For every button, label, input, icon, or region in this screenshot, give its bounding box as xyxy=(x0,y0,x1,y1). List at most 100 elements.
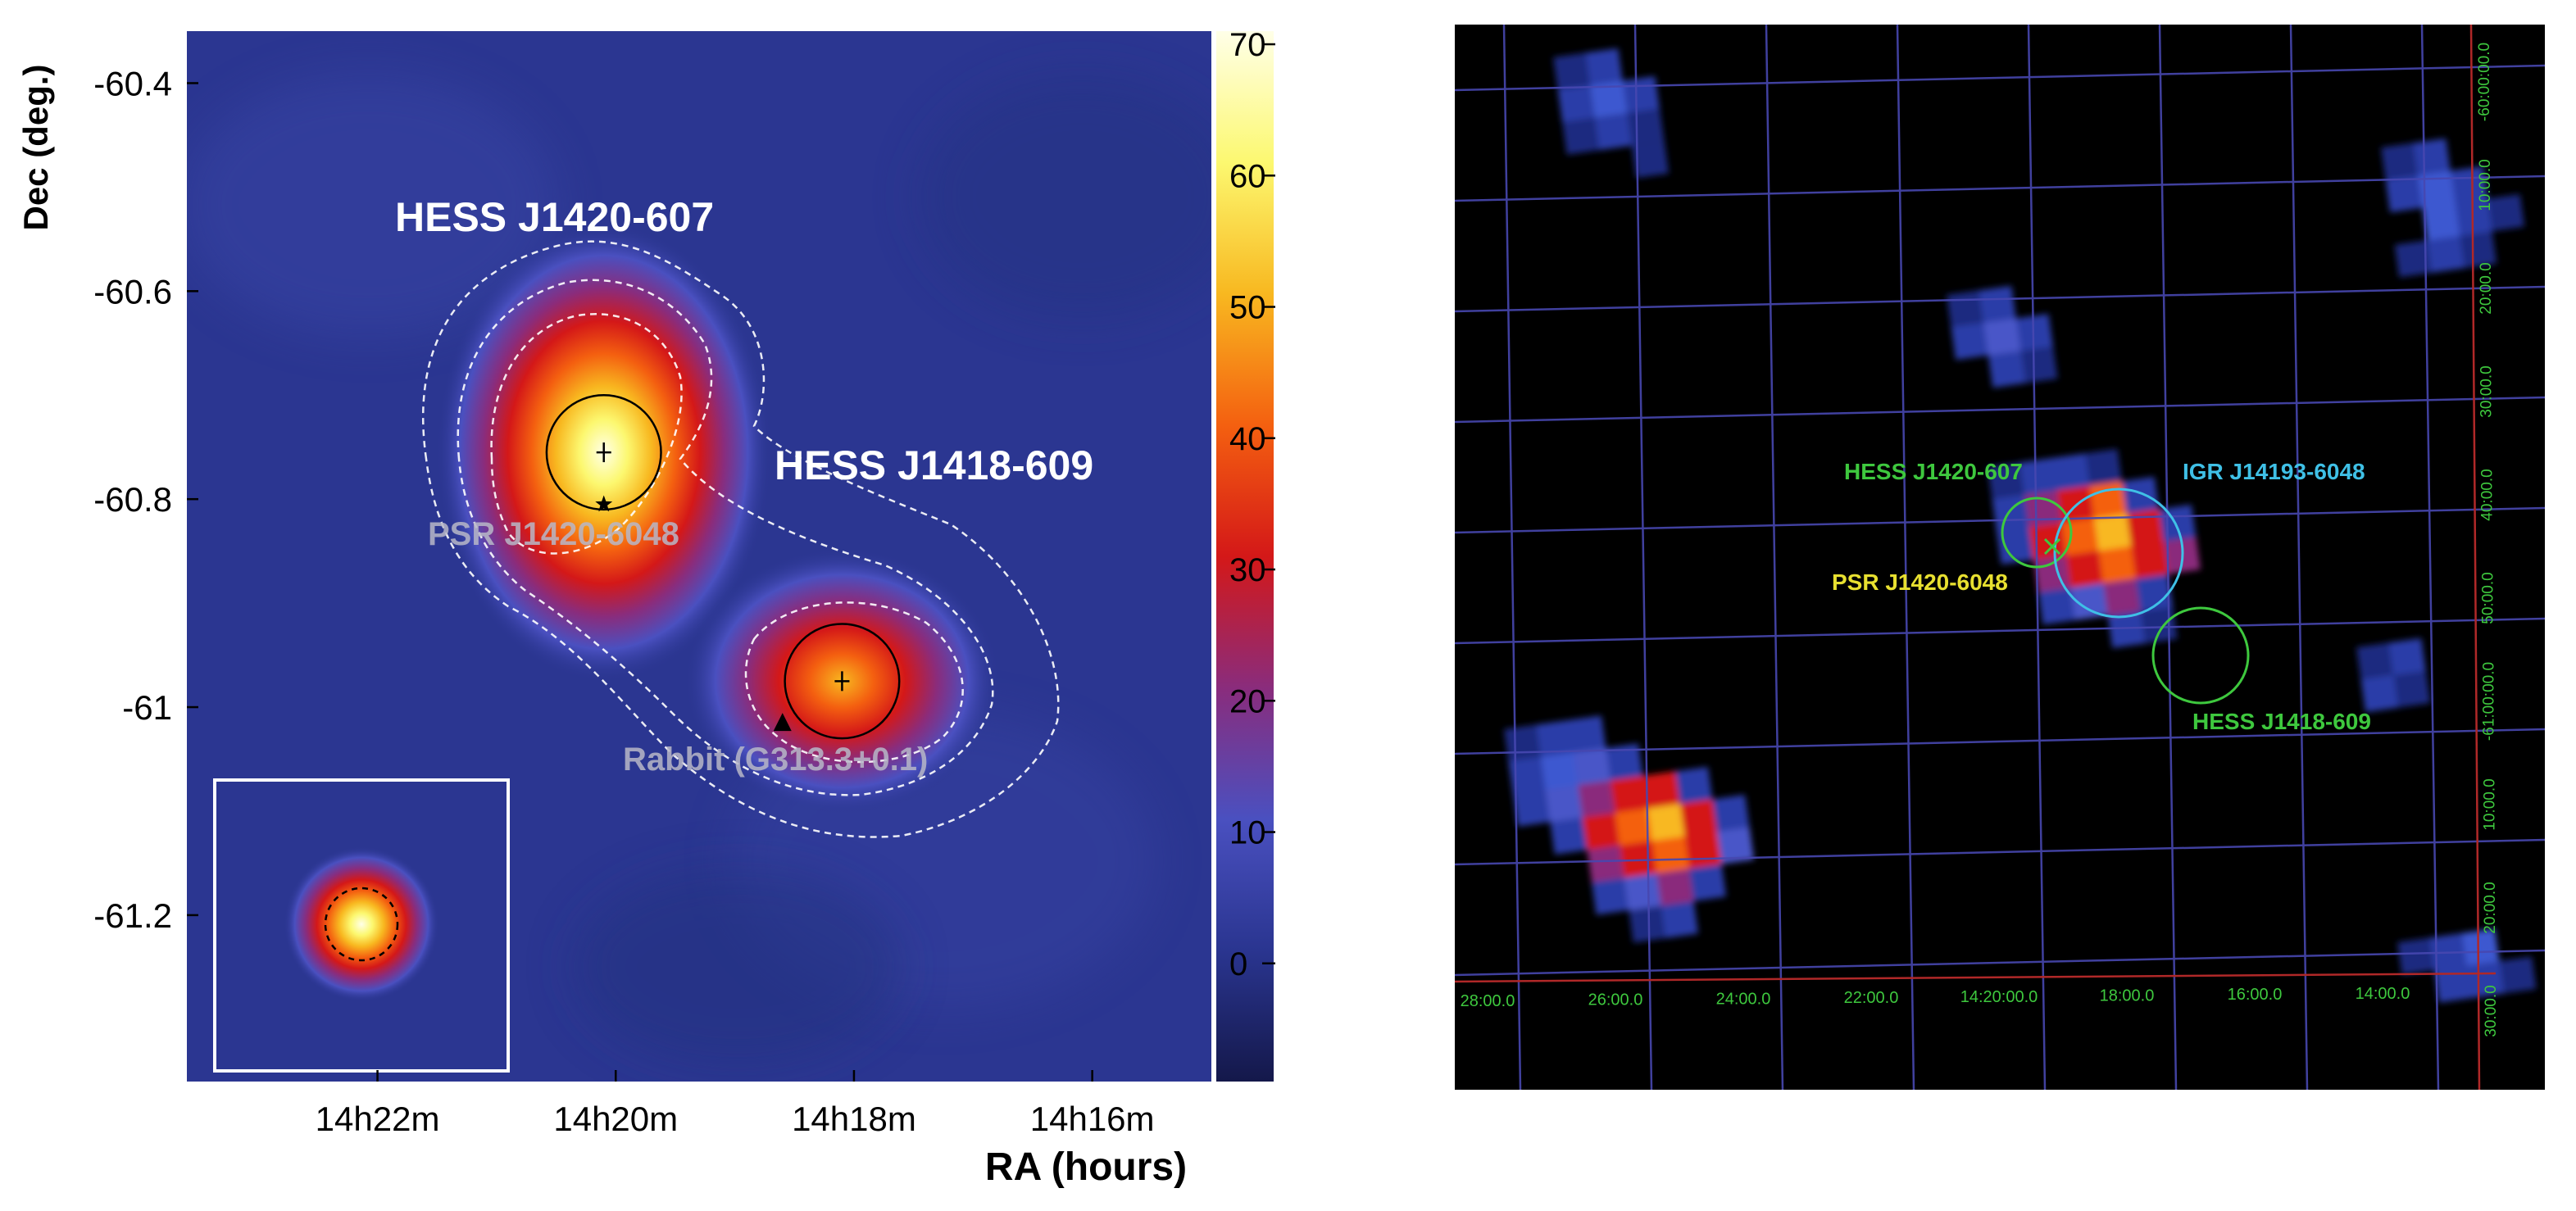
ra-tick-label: 16:00.0 xyxy=(2228,986,2283,1004)
x-axis: 14h22m 14h20m 14h18m 14h16m xyxy=(316,1070,1155,1138)
snr-triangle-icon xyxy=(773,713,792,732)
ra-tick-labels: 28:00.0 26:00.0 24:00.0 22:00.0 14:20:00.0 18… xyxy=(1461,985,2410,1010)
ra-tick-label: 24:00.0 xyxy=(1716,990,1771,1008)
ra-tick-label: 28:00.0 xyxy=(1461,992,1515,1010)
map-emission xyxy=(187,74,1211,1073)
xray-image-panel: HESS J1420-607 IGR J14193-6048 PSR J1420… xyxy=(1454,24,2546,1091)
frame-axis-right xyxy=(2469,24,2481,1091)
psr-cross-icon xyxy=(2043,537,2061,556)
xray-blob-bottom-right xyxy=(2397,928,2537,1003)
ra-tick-label: 14:00.0 xyxy=(2356,985,2410,1003)
colorbar-tick-label: 70 xyxy=(1229,27,1266,63)
grid-line xyxy=(1633,24,1653,1091)
colorbar-tick-label: 0 xyxy=(1229,946,1247,982)
colorbar-tick-label: 60 xyxy=(1229,158,1266,194)
xray-image-svg: HESS J1420-607 IGR J14193-6048 PSR J1420… xyxy=(1454,24,2546,1091)
grid-line xyxy=(1454,396,2546,424)
psf-inset-blob xyxy=(284,846,439,1002)
fit-circle-hess-j1420-607 xyxy=(545,394,662,511)
grid-line xyxy=(1454,949,2546,977)
grid-line xyxy=(1454,838,2546,866)
dec-tick-label: -61:00:00.0 xyxy=(2480,662,2497,741)
dec-tick-label: 30:00.0 xyxy=(2483,985,2500,1036)
colorbar-axis: 70 60 50 40 30 20 10 0 xyxy=(1229,27,1275,982)
grid-line xyxy=(1454,506,2546,534)
y-tick-label: -61.2 xyxy=(93,896,172,935)
y-tick-label: -60.4 xyxy=(93,64,172,102)
dec-tick-label: 10:00.0 xyxy=(2481,778,2498,830)
colorbar-tick-label: 20 xyxy=(1229,683,1266,719)
label-psr-j1420-6048: PSR J1420-6048 xyxy=(428,516,679,552)
contour-inner-a xyxy=(490,313,683,555)
label-hess-j1418-609: HESS J1418-609 xyxy=(775,442,1093,488)
fit-circle-hess-j1418-609 xyxy=(784,623,901,740)
x-tick-label: 14h20m xyxy=(553,1100,678,1138)
grid-line xyxy=(1765,24,1784,1091)
contour-inner-b xyxy=(744,601,964,764)
centroid-cross-b xyxy=(834,671,850,692)
colorbar xyxy=(1216,31,1274,1082)
label-hess-j1420-607: HESS J1420-607 xyxy=(1844,459,2023,484)
grid-line xyxy=(1502,24,1522,1091)
significance-contours xyxy=(422,240,1060,838)
x-tick-label: 14h18m xyxy=(792,1100,916,1138)
contour-outer xyxy=(422,240,1060,838)
xray-blob-top-right xyxy=(2381,138,2525,278)
colorbar-tick-label: 10 xyxy=(1229,815,1266,851)
x-axis-label: RA (hours) xyxy=(985,1145,1187,1189)
hess-map-svg: HESS J1420-607 HESS J1418-609 PSR J1420-… xyxy=(16,27,1275,1189)
dec-tick-label: 20:00.0 xyxy=(2482,882,2499,933)
label-rabbit-snr: Rabbit (G313.3+0.1) xyxy=(623,742,928,778)
xray-blob-bottom-left xyxy=(1504,715,1755,943)
y-tick-label: -60.8 xyxy=(93,480,172,519)
grid-line xyxy=(1896,24,1915,1091)
colorbar-tick-label: 40 xyxy=(1229,421,1266,457)
centroid-cross-a xyxy=(596,442,611,463)
x-tick-label: 14h22m xyxy=(316,1100,440,1138)
background-mottle xyxy=(187,74,557,336)
grid-line xyxy=(2158,24,2178,1091)
y-axis: -60.4 -60.6 -60.8 -61 -61.2 xyxy=(93,64,198,935)
ra-tick-label: 18:00.0 xyxy=(2100,987,2155,1005)
circle-igr-j14193-6048 xyxy=(2053,488,2184,619)
dec-tick-label: 40:00.0 xyxy=(2479,469,2496,520)
xray-blob-right-mid xyxy=(2356,637,2431,713)
psf-inset-dashed-circle xyxy=(324,887,399,962)
x-tick-label: 14h16m xyxy=(1030,1100,1155,1138)
y-tick-label: -60.6 xyxy=(93,272,172,311)
circle-hess-j1420-607 xyxy=(2001,497,2073,569)
label-hess-j1418-609: HESS J1418-609 xyxy=(2192,709,2371,734)
y-tick-label: -61 xyxy=(122,688,172,727)
grid-line xyxy=(2289,24,2309,1091)
xray-background xyxy=(1455,25,2545,1090)
circle-hess-j1418-609 xyxy=(2151,606,2250,705)
hess-significance-map-panel: HESS J1420-607 HESS J1418-609 PSR J1420-… xyxy=(0,0,1279,1207)
label-hess-j1420-607: HESS J1420-607 xyxy=(395,194,714,240)
dec-tick-label: 50:00.0 xyxy=(2480,572,2497,624)
background-mottle xyxy=(574,869,902,1065)
y-axis-label: Dec (deg.) xyxy=(16,64,55,230)
label-psr-j1420-6048: PSR J1420-6048 xyxy=(1832,569,2008,595)
grid-line xyxy=(1454,728,2546,755)
ra-tick-label: 22:00.0 xyxy=(1844,989,1899,1007)
grid-line xyxy=(1454,285,2546,313)
dec-tick-label: 30:00.0 xyxy=(2478,365,2496,417)
dec-tick-label: -60:00:00.0 xyxy=(2476,43,2493,121)
colorbar-tick-label: 50 xyxy=(1229,290,1266,326)
grid-line xyxy=(1454,617,2546,645)
background-mottle xyxy=(918,74,1211,320)
coordinate-grid xyxy=(1454,24,2546,1091)
grid-line xyxy=(2420,24,2440,1091)
grid-line xyxy=(2027,24,2047,1091)
dec-tick-label: 20:00.0 xyxy=(2478,262,2495,314)
pulsar-star-icon xyxy=(595,495,613,512)
ra-tick-label: 14:20:00.0 xyxy=(1960,988,2038,1006)
dec-tick-label: 10:00.0 xyxy=(2477,159,2494,211)
grid-line xyxy=(1454,175,2546,202)
frame-axis-bottom xyxy=(1454,972,2496,983)
contour-middle xyxy=(457,279,994,796)
colorbar-tick-label: 30 xyxy=(1229,552,1266,588)
dec-tick-labels: -60:00:00.0 10:00.0 20:00.0 30:00.0 40:00.0 5… xyxy=(2476,43,2500,1037)
label-igr-j14193-6048: IGR J14193-6048 xyxy=(2183,459,2365,484)
ra-tick-label: 26:00.0 xyxy=(1588,991,1643,1009)
